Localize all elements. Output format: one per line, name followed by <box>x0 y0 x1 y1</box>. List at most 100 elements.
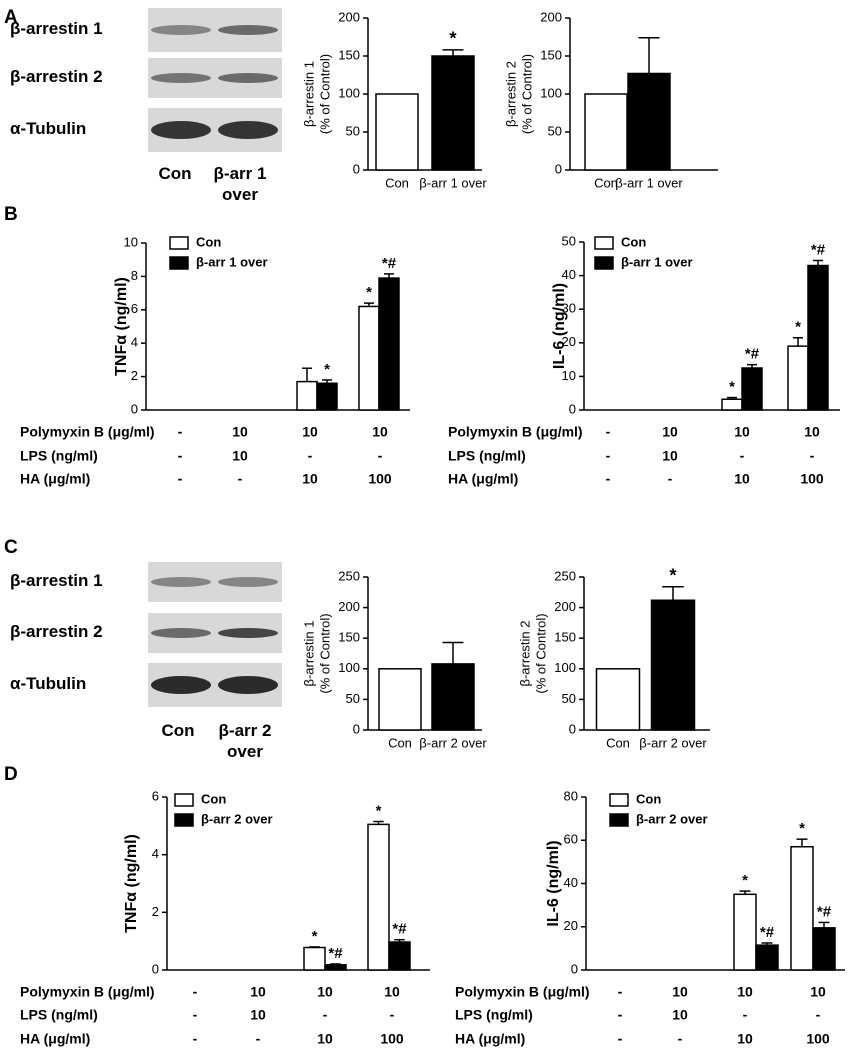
blot-band <box>151 628 211 638</box>
significance-label: * <box>799 820 805 837</box>
y-axis-label: (% of Control) <box>519 54 534 134</box>
condition-value: - <box>678 1031 683 1047</box>
legend-swatch <box>594 236 614 250</box>
y-tick-label: 40 <box>562 267 576 282</box>
condition-value: 10 <box>250 1007 266 1023</box>
condition-value: 10 <box>384 984 400 1000</box>
blot-row-label: β-arrestin 2 <box>10 622 103 641</box>
bar <box>375 93 419 171</box>
blot-row-label: β-arrestin 1 <box>10 19 103 38</box>
y-tick-label: 20 <box>564 918 578 933</box>
blot-row-label: β-arrestin 1 <box>10 571 103 590</box>
legend-swatch <box>169 256 189 270</box>
condition-value: 10 <box>734 424 750 440</box>
y-tick-label: 100 <box>554 660 576 675</box>
y-tick-label: 6 <box>152 788 159 803</box>
condition-value: - <box>323 1007 328 1023</box>
condition-value: 10 <box>672 984 688 1000</box>
blot-lane-label: β-arr 1 over <box>213 164 267 204</box>
x-tick-label: Con <box>388 735 412 750</box>
significance-label: * <box>669 566 676 586</box>
bar <box>324 964 347 971</box>
y-axis-label: (% of Control) <box>317 54 332 134</box>
condition-value: - <box>308 448 313 464</box>
condition-value: 10 <box>672 1007 688 1023</box>
significance-label: * <box>742 872 748 889</box>
condition-label: LPS (ng/ml) <box>448 448 526 464</box>
condition-value: - <box>816 1007 821 1023</box>
y-tick-label: 2 <box>152 904 159 919</box>
condition-value: 10 <box>804 424 820 440</box>
condition-value: - <box>618 984 623 1000</box>
condition-value: 100 <box>380 1031 404 1047</box>
condition-value: - <box>618 1007 623 1023</box>
y-tick-label: 50 <box>562 691 576 706</box>
condition-value: 10 <box>302 471 318 487</box>
y-axis-label: TNFα (ng/ml) <box>123 834 140 933</box>
bar <box>627 72 671 171</box>
panel-label: A <box>4 7 18 28</box>
condition-value: - <box>740 448 745 464</box>
panel-label: D <box>4 764 18 785</box>
bar <box>388 941 411 971</box>
significance-label: * <box>795 319 801 336</box>
significance-label: *# <box>811 241 826 258</box>
blot-row-label: α-Tubulin <box>10 674 87 693</box>
y-tick-label: 100 <box>540 85 562 100</box>
y-axis-label: (% of Control) <box>317 613 332 693</box>
y-tick-label: 80 <box>564 788 578 803</box>
condition-label: Polymyxin B (μg/ml) <box>20 424 155 440</box>
panel-label: B <box>4 204 18 225</box>
bar <box>812 927 836 971</box>
condition-value: 100 <box>368 471 392 487</box>
bar <box>721 398 743 411</box>
condition-value: 10 <box>302 424 318 440</box>
condition-value: 10 <box>232 424 248 440</box>
legend-swatch <box>174 813 194 827</box>
x-tick-label: β-arr 1 over <box>419 175 487 190</box>
condition-value: 10 <box>250 984 266 1000</box>
x-tick-label: β-arr 2 over <box>419 735 487 750</box>
condition-value: - <box>606 424 611 440</box>
y-tick-label: 150 <box>554 630 576 645</box>
y-tick-label: 0 <box>571 961 578 976</box>
condition-value: 10 <box>232 448 248 464</box>
bar <box>733 893 757 971</box>
condition-value: - <box>810 448 815 464</box>
legend-label: β-arr 2 over <box>636 811 708 826</box>
condition-value: - <box>606 448 611 464</box>
y-tick-label: 0 <box>353 161 360 176</box>
condition-label: HA (μg/ml) <box>455 1031 525 1047</box>
condition-value: - <box>193 984 198 1000</box>
condition-value: - <box>178 448 183 464</box>
legend-swatch <box>169 236 189 250</box>
bar <box>595 668 641 731</box>
x-tick-label: Con <box>594 175 618 190</box>
condition-value: - <box>178 424 183 440</box>
condition-value: 10 <box>662 448 678 464</box>
bar <box>296 380 318 411</box>
legend-label: β-arr 2 over <box>201 811 273 826</box>
condition-value: 10 <box>662 424 678 440</box>
condition-value: 10 <box>810 984 826 1000</box>
condition-value: 10 <box>734 471 750 487</box>
bar <box>316 382 338 411</box>
condition-value: - <box>256 1031 261 1047</box>
condition-label: HA (μg/ml) <box>20 471 90 487</box>
y-tick-label: 150 <box>338 630 360 645</box>
y-tick-label: 200 <box>338 599 360 614</box>
y-tick-label: 100 <box>338 660 360 675</box>
significance-label: *# <box>745 346 760 363</box>
bar <box>367 823 390 971</box>
condition-label: LPS (ng/ml) <box>20 1007 98 1023</box>
bar <box>431 55 475 171</box>
bar <box>741 367 763 411</box>
blot-row-label: β-arrestin 2 <box>10 67 103 86</box>
legend-label: Con <box>621 234 646 249</box>
y-tick-label: 0 <box>569 721 576 736</box>
legend-label: β-arr 1 over <box>196 254 268 269</box>
x-tick-label: Con <box>606 735 630 750</box>
condition-value: - <box>390 1007 395 1023</box>
